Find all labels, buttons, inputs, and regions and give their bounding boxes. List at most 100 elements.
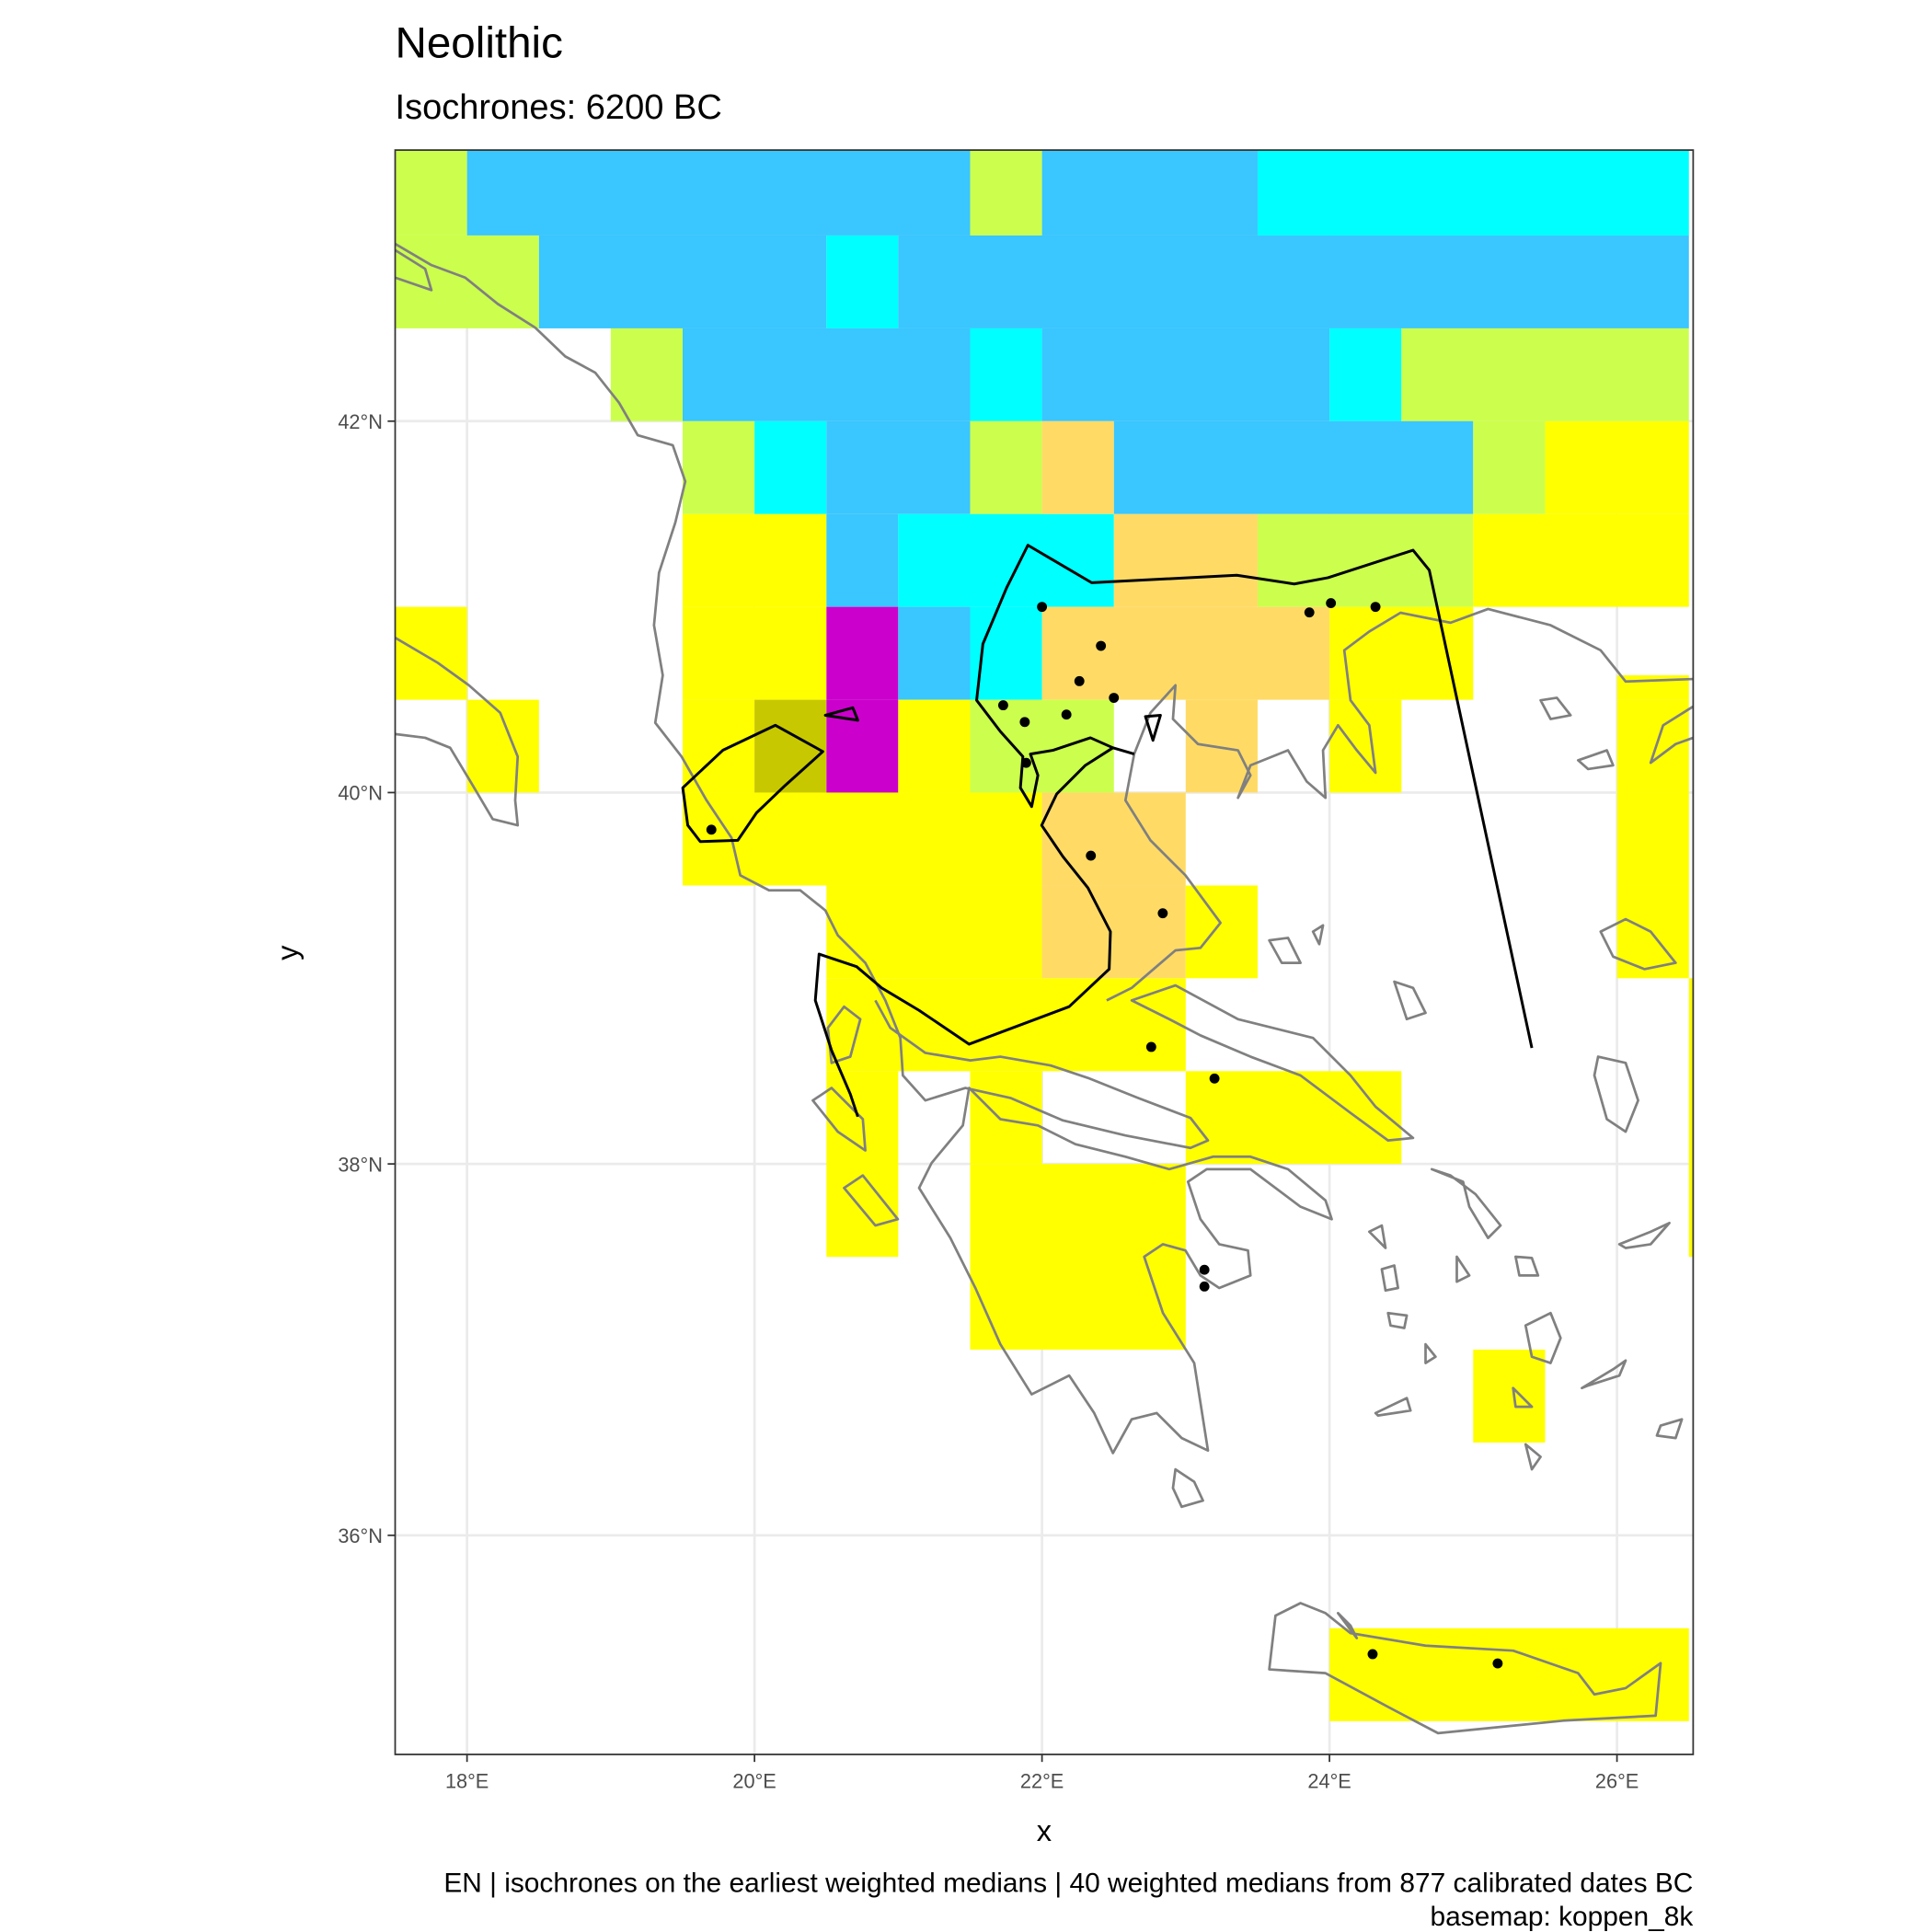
climate-cell	[970, 1164, 1186, 1351]
chart-subtitle: Isochrones: 6200 BC	[396, 88, 722, 127]
climate-cell	[826, 978, 1186, 1072]
coastline	[394, 242, 1222, 1150]
climate-cell	[970, 420, 1042, 514]
chart-title: Neolithic	[396, 19, 563, 68]
axes: 18°E 20°E 22°E 24°E 26°E 36°N 38°N 40°N 42°N	[338, 410, 1639, 1793]
coastline	[1133, 607, 1695, 799]
site-point	[1304, 607, 1315, 618]
site-point	[1199, 1264, 1210, 1275]
climate-cell	[1616, 699, 1689, 793]
climate-cell	[898, 513, 1114, 607]
climate-cell	[395, 150, 467, 236]
climate-cell	[826, 885, 1042, 979]
climate-cell	[1041, 885, 1186, 979]
climate-cell	[1473, 1350, 1546, 1443]
x-tick-label: 18°E	[445, 1770, 489, 1793]
climate-cell	[1185, 885, 1258, 979]
climate-cell	[826, 420, 971, 514]
site-point	[997, 700, 1008, 711]
climate-cell	[683, 328, 971, 421]
x-tick-label: 22°E	[1020, 1770, 1064, 1793]
coastline	[811, 696, 1684, 1639]
sites	[706, 598, 1503, 1669]
x-axis-label: x	[1037, 1813, 1052, 1847]
x-tick-label: 26°E	[1595, 1770, 1639, 1793]
climate-cell	[395, 235, 539, 328]
y-axis-label: y	[270, 945, 304, 960]
climate-cell	[1688, 978, 1694, 1258]
isochrone	[813, 746, 1114, 1118]
coastline	[1130, 983, 1415, 1142]
coastline	[917, 1087, 1333, 1455]
climate-cell	[610, 328, 684, 421]
site-point	[1019, 717, 1030, 728]
y-tick-label: 40°N	[338, 782, 383, 805]
climate-cell	[395, 606, 467, 700]
climate-cell	[1545, 420, 1689, 514]
climate-cell	[898, 606, 971, 700]
climate-cell	[1041, 328, 1330, 421]
coastline	[1268, 1602, 1662, 1735]
climate-cell	[970, 328, 1042, 421]
climate-cell	[1041, 150, 1258, 236]
climate-cell	[1329, 1627, 1689, 1721]
y-tick-label: 38°N	[338, 1153, 383, 1176]
climate-cell	[970, 699, 1114, 793]
site-point	[1199, 1281, 1210, 1292]
climate-cell	[970, 150, 1042, 236]
climate-cell	[1473, 420, 1546, 514]
site-point	[1145, 1041, 1156, 1052]
climate-cell	[898, 235, 1689, 328]
y-tick-label: 36°N	[338, 1524, 383, 1547]
coastline	[394, 242, 1695, 1735]
x-tick-label: 24°E	[1307, 1770, 1351, 1793]
isochrone	[681, 706, 1162, 844]
climate-cell	[826, 513, 899, 607]
coastline	[394, 248, 520, 827]
climate-cell	[1041, 792, 1186, 886]
site-point	[1209, 1073, 1220, 1084]
isochrone	[975, 544, 1534, 1049]
site-point	[1061, 709, 1072, 720]
caption: basemap: koppen_8k	[1431, 1902, 1694, 1932]
isochrones	[681, 544, 1534, 1118]
site-point	[1157, 908, 1168, 919]
climate-cell	[1113, 420, 1474, 514]
climate-cell	[466, 699, 539, 793]
climate-cell	[826, 235, 899, 328]
climate-cell	[826, 699, 899, 793]
climate-cell	[898, 699, 971, 793]
climate-cell	[683, 606, 827, 700]
climate-cell	[1257, 150, 1689, 236]
site-point	[1109, 693, 1120, 703]
climate-cell	[1041, 606, 1330, 700]
climate-cell	[970, 1071, 1042, 1165]
site-point	[1326, 598, 1337, 609]
climate-cell	[683, 513, 827, 607]
climate-cell	[1185, 1071, 1402, 1165]
site-point	[1492, 1658, 1503, 1669]
climate-cell	[538, 235, 827, 328]
climate-cell	[826, 1071, 899, 1258]
site-point	[1367, 1649, 1378, 1660]
climate-cell	[683, 420, 755, 514]
climate-cell	[1041, 420, 1114, 514]
site-point	[1086, 850, 1097, 861]
climate-cell	[1257, 513, 1474, 607]
site-point	[1370, 602, 1381, 613]
site-point	[1074, 675, 1085, 686]
climate-cell	[1616, 792, 1689, 886]
climate-cell	[1473, 513, 1689, 607]
climate-cell	[1329, 328, 1402, 421]
panel-border	[394, 149, 1695, 1755]
climate-cell	[466, 150, 971, 236]
climate-cell	[683, 792, 1042, 886]
climate-cell	[1329, 699, 1402, 793]
climate-cell	[1185, 699, 1258, 793]
site-point	[1037, 602, 1048, 613]
x-tick-label: 20°E	[732, 1770, 776, 1793]
climate-cell	[1329, 606, 1474, 700]
site-point	[706, 824, 717, 835]
